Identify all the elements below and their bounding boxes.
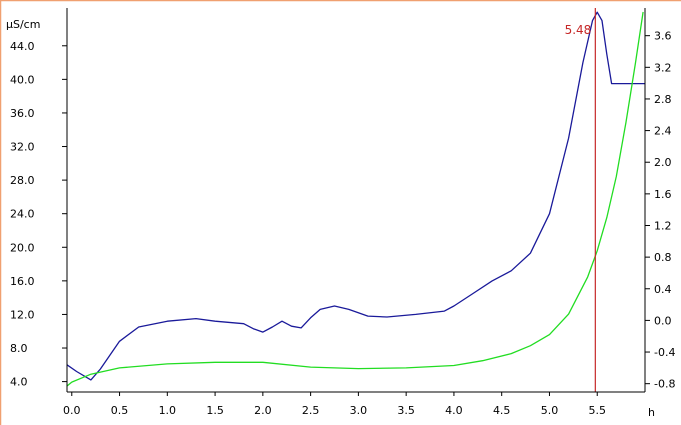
x-tick-label: 0.0 xyxy=(63,404,81,417)
y-right-tick-label: -0.4 xyxy=(654,346,675,359)
series-secondary-line xyxy=(66,11,644,387)
y-right-tick-label: -0.8 xyxy=(654,378,675,391)
y-right-tick-label: 1.6 xyxy=(654,188,672,201)
y-left-tick-label: 40.0 xyxy=(10,73,35,86)
y-left-tick-label: 20.0 xyxy=(10,241,35,254)
series-conductivity-line xyxy=(66,11,645,381)
y-right-tick-label: 0.4 xyxy=(654,283,672,296)
y-left-tick-label: 28.0 xyxy=(10,174,35,187)
x-tick-label: 5.5 xyxy=(588,404,606,417)
y-left-tick-label: 32.0 xyxy=(10,141,35,154)
x-tick-label: 4.5 xyxy=(493,404,511,417)
y-right-tick-label: 1.2 xyxy=(654,219,672,232)
y-right-tick-label: 2.8 xyxy=(654,93,672,106)
y-left-tick-label: 4.0 xyxy=(10,376,28,389)
x-tick-label: 2.0 xyxy=(254,404,272,417)
marker-label: 5.48 xyxy=(565,23,592,37)
y-right-tick-label: 0.0 xyxy=(654,314,672,327)
y-axis-left-label: µS/cm xyxy=(6,18,40,31)
x-tick-label: 1.5 xyxy=(206,404,224,417)
y-left-tick-label: 24.0 xyxy=(10,208,35,221)
x-tick-label: 0.5 xyxy=(111,404,129,417)
y-right-tick-label: 0.8 xyxy=(654,251,672,264)
x-axis-label: h xyxy=(648,406,655,419)
y-left-tick-label: 36.0 xyxy=(10,107,35,120)
y-right-tick-label: 3.6 xyxy=(654,30,672,43)
x-tick-label: 4.0 xyxy=(445,404,463,417)
x-tick-label: 3.5 xyxy=(397,404,415,417)
y-right-tick-label: 2.4 xyxy=(654,125,672,138)
x-tick-label: 3.0 xyxy=(350,404,368,417)
y-right-tick-label: 2.0 xyxy=(654,156,672,169)
series-layer xyxy=(66,11,645,387)
axes-layer: 0.0 0.5 1.0 1.5 2.0 2.5 3.0 3.5 4.0 4.5 5.0 5.5 4.0 8… xyxy=(10,8,675,417)
x-tick-label: 2.5 xyxy=(302,404,320,417)
x-tick-label: 5.0 xyxy=(541,404,559,417)
y-left-tick-label: 12.0 xyxy=(10,308,35,321)
y-left-tick-label: 8.0 xyxy=(10,342,28,355)
y-right-tick-label: 3.2 xyxy=(654,61,672,74)
y-left-tick-label: 16.0 xyxy=(10,275,35,288)
x-tick-label: 1.0 xyxy=(159,404,177,417)
marker-layer: 5.48 xyxy=(565,8,596,392)
y-left-tick-label: 44.0 xyxy=(10,40,35,53)
